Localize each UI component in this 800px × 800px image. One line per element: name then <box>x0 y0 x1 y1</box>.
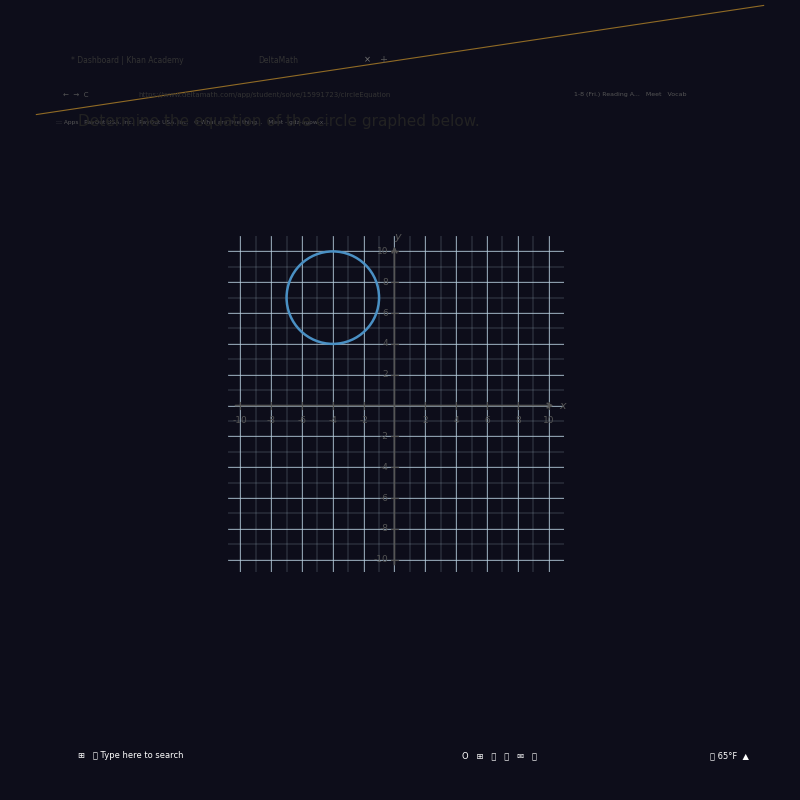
Text: -4: -4 <box>328 416 338 426</box>
Text: Determine the equation of the circle graphed below.: Determine the equation of the circle gra… <box>78 114 480 129</box>
Text: ←  →  C: ← → C <box>63 92 89 98</box>
Text: 2: 2 <box>422 416 428 426</box>
Text: -8: -8 <box>379 524 388 534</box>
Text: -6: -6 <box>379 494 388 502</box>
Text: ⊞   🔍 Type here to search: ⊞ 🔍 Type here to search <box>78 751 183 761</box>
Text: https://www.deltamath.com/app/student/solve/15991723/circleEquation: https://www.deltamath.com/app/student/so… <box>138 92 390 98</box>
Text: y: y <box>394 232 401 242</box>
Text: x: x <box>559 401 566 410</box>
Text: -10: -10 <box>233 416 248 426</box>
Text: 🌙 65°F  ▲: 🌙 65°F ▲ <box>710 751 749 761</box>
Text: 6: 6 <box>382 309 388 318</box>
Text: 4: 4 <box>454 416 459 426</box>
Text: ×: × <box>364 56 371 65</box>
Text: ::: Apps   PayOut USA, Inc.   PayOut USA, Inc.   G What are five thing...   Meet: ::: Apps PayOut USA, Inc. PayOut USA, In… <box>55 120 328 126</box>
Text: -8: -8 <box>266 416 276 426</box>
Text: * Dashboard | Khan Academy: * Dashboard | Khan Academy <box>70 56 183 65</box>
Text: 8: 8 <box>515 416 521 426</box>
Text: -10: -10 <box>374 555 388 564</box>
Text: DeltaMath: DeltaMath <box>258 56 298 65</box>
Text: -6: -6 <box>298 416 306 426</box>
Text: 6: 6 <box>484 416 490 426</box>
Text: -4: -4 <box>379 462 388 472</box>
Text: 8: 8 <box>382 278 388 286</box>
Text: 4: 4 <box>382 339 388 348</box>
Text: 10: 10 <box>377 247 388 256</box>
Text: -2: -2 <box>359 416 368 426</box>
Text: 2: 2 <box>382 370 388 379</box>
Text: 10: 10 <box>543 416 554 426</box>
Text: 1-8 (Fri.) Reading A...   Meet   Vocab: 1-8 (Fri.) Reading A... Meet Vocab <box>574 92 687 98</box>
Text: -2: -2 <box>379 432 388 441</box>
Text: +: + <box>379 55 387 66</box>
Text: O   ⊞   🌐   📁   ✉   🌐: O ⊞ 🌐 📁 ✉ 🌐 <box>462 751 537 761</box>
